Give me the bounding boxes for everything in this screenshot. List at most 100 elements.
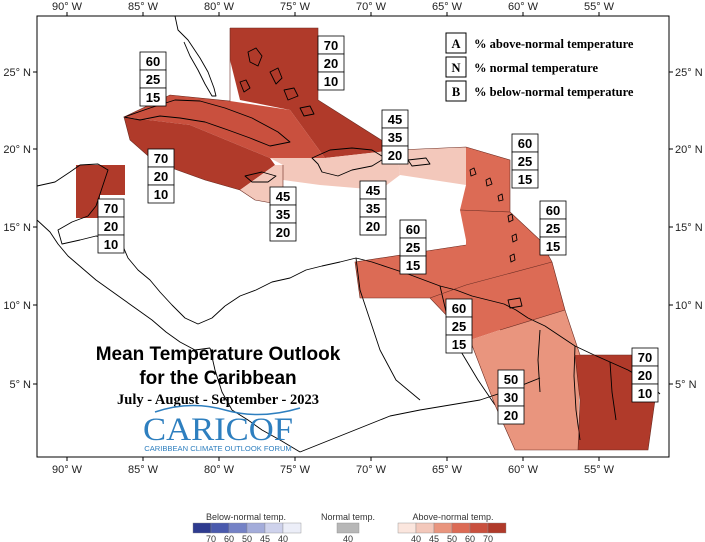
prob-normal: 35: [388, 130, 402, 145]
region-cayman-jamaica: [124, 117, 275, 190]
region-windwards: [460, 210, 552, 285]
prob-above: 70: [324, 38, 338, 53]
colorbar-tick: 40: [278, 534, 288, 542]
lat-labels-left: 25° N 20° N 15° N 10° N 5° N: [3, 67, 31, 391]
outlook-regions: [76, 28, 655, 450]
prob-normal: 35: [276, 207, 290, 222]
colorbar-swatch: [336, 522, 360, 534]
prob-above: 60: [518, 136, 532, 151]
prob-box-leewards: 60 25 15: [511, 133, 539, 189]
logo-wave-icon: [154, 404, 301, 416]
lat-tick: 5° N: [675, 379, 697, 391]
prob-normal: 25: [406, 240, 420, 255]
prob-normal: 30: [504, 390, 518, 405]
prob-below: 10: [104, 237, 118, 252]
colorbar-tick: 50: [242, 534, 252, 542]
colorbar-normal: 40: [336, 522, 360, 542]
region-guyana: [470, 310, 580, 450]
colorbar-below-title: Below-normal temp.: [206, 512, 286, 522]
prob-above: 60: [406, 222, 420, 237]
lon-tick: 65° W: [432, 1, 463, 13]
colorbar-swatch: [415, 522, 435, 534]
colorbar-tick: 40: [343, 534, 353, 542]
prob-below: 20: [366, 219, 380, 234]
prob-normal: 20: [324, 56, 338, 71]
lat-tick: 10° N: [3, 300, 31, 312]
prob-below: 15: [546, 239, 560, 254]
key-text: % above-normal temperature: [474, 37, 634, 51]
colorbar-swatch: [451, 522, 471, 534]
colorbar-tick: 40: [411, 534, 421, 542]
prob-normal: 25: [146, 72, 160, 87]
prob-box-suriname-guiana: 70 20 10: [631, 347, 659, 403]
prob-above: 45: [388, 112, 402, 127]
prob-below: 20: [504, 408, 518, 423]
colorbar-swatch: [246, 522, 266, 534]
colorbar-tick: 70: [206, 534, 216, 542]
prob-above: 70: [104, 201, 118, 216]
prob-normal: 20: [154, 169, 168, 184]
colorbar-above: 40 45 50 60 70: [397, 522, 507, 542]
prob-normal: 20: [638, 368, 652, 383]
colorbar-swatch: [282, 522, 302, 534]
lon-tick: 55° W: [584, 1, 615, 13]
probability-boxes: 70 20 10 60 25 15 70 20 10 70 20 10 45 35 20 45 35 20 45 35…: [97, 35, 659, 425]
prob-box-cuba: 60 25 15: [139, 51, 167, 107]
lon-tick: 85° W: [128, 464, 159, 476]
key-row-above: A % above-normal temperature: [445, 32, 634, 54]
prob-box-puerto-rico: 45 35 20: [381, 109, 409, 165]
colorbar-swatch: [192, 522, 212, 534]
lon-tick: 70° W: [356, 464, 387, 476]
prob-box-abc-islands: 60 25 15: [399, 219, 427, 275]
colorbar-tick: 70: [483, 534, 493, 542]
logo-subtitle: CARIBBEAN CLIMATE OUTLOOK FORUM: [144, 444, 292, 453]
colorbar-tick: 45: [429, 534, 439, 542]
caricof-logo: CARICOF CARIBBEAN CLIMATE OUTLOOK FORUM: [143, 404, 301, 453]
prob-above: 70: [638, 350, 652, 365]
colorbar-swatch: [397, 522, 417, 534]
region-outlines: [123, 27, 656, 451]
colorbar-swatch: [487, 522, 507, 534]
prob-below: 10: [324, 74, 338, 89]
region-bahamas: [230, 28, 397, 158]
lat-labels-right: 25° N 20° N 15° N 10° N 5° N: [675, 67, 703, 391]
axis-ticks: [33, 12, 673, 461]
prob-normal: 25: [452, 319, 466, 334]
prob-normal: 25: [546, 221, 560, 236]
logo-text: CARICOF: [143, 412, 293, 448]
title-line-2: for the Caribbean: [139, 368, 296, 389]
colorbar-swatch: [264, 522, 284, 534]
lat-tick: 15° N: [675, 222, 703, 234]
prob-above: 70: [154, 151, 168, 166]
lat-tick: 20° N: [3, 144, 31, 156]
region-hispaniola: [270, 150, 400, 190]
prob-above: 45: [276, 189, 290, 204]
prob-below: 10: [638, 386, 652, 401]
colorbar-swatch: [469, 522, 489, 534]
colorbar-tick: 45: [260, 534, 270, 542]
lat-tick: 25° N: [675, 67, 703, 79]
lon-tick: 80° W: [204, 464, 235, 476]
lat-tick: 15° N: [3, 222, 31, 234]
prob-box-jamaica-south: 45 35 20: [269, 186, 297, 242]
prob-above: 50: [504, 372, 518, 387]
prob-above: 60: [146, 54, 160, 69]
colorbar-tick: 60: [465, 534, 475, 542]
prob-below: 10: [154, 187, 168, 202]
prob-above: 45: [366, 183, 380, 198]
lon-tick: 90° W: [52, 464, 83, 476]
prob-normal: 25: [518, 154, 532, 169]
prob-below: 20: [276, 225, 290, 240]
prob-below: 15: [406, 258, 420, 273]
prob-below: 20: [388, 148, 402, 163]
lon-labels-bottom: 90° W 85° W 80° W 75° W 70° W 65° W 60° …: [52, 464, 615, 476]
key-row-below: B % below-normal temperature: [445, 80, 634, 102]
map-title-block: Mean Temperature Outlook for the Caribbe…: [96, 344, 341, 408]
lon-tick: 75° W: [280, 464, 311, 476]
colorbar-swatch: [228, 522, 248, 534]
lon-tick: 85° W: [128, 1, 159, 13]
lat-tick: 25° N: [3, 67, 31, 79]
prob-below: 15: [452, 337, 466, 352]
lon-tick: 75° W: [280, 1, 311, 13]
